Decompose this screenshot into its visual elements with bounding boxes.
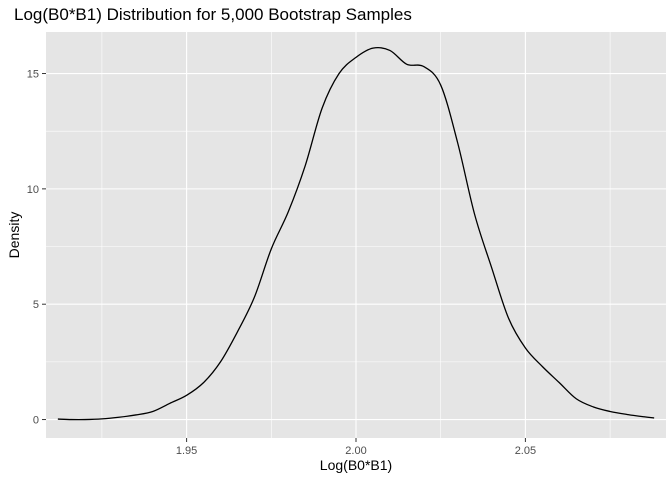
x-axis-title: Log(B0*B1) xyxy=(320,457,392,473)
y-axis-title: Density xyxy=(6,212,22,259)
x-tick-label: 2.05 xyxy=(515,445,536,457)
y-axis: 0 5 10 15 xyxy=(27,69,46,427)
chart-title: Log(B0*B1) Distribution for 5,000 Bootst… xyxy=(14,5,412,24)
y-tick-label: 10 xyxy=(27,184,39,196)
y-tick-label: 15 xyxy=(27,69,39,81)
grid-major xyxy=(46,32,666,438)
x-tick-label: 1.95 xyxy=(176,445,197,457)
x-tick-label: 2.00 xyxy=(345,445,366,457)
x-axis: 1.95 2.00 2.05 xyxy=(176,438,536,457)
y-tick-label: 5 xyxy=(33,299,39,311)
y-tick-label: 0 xyxy=(33,415,39,427)
density-curve xyxy=(57,46,655,421)
